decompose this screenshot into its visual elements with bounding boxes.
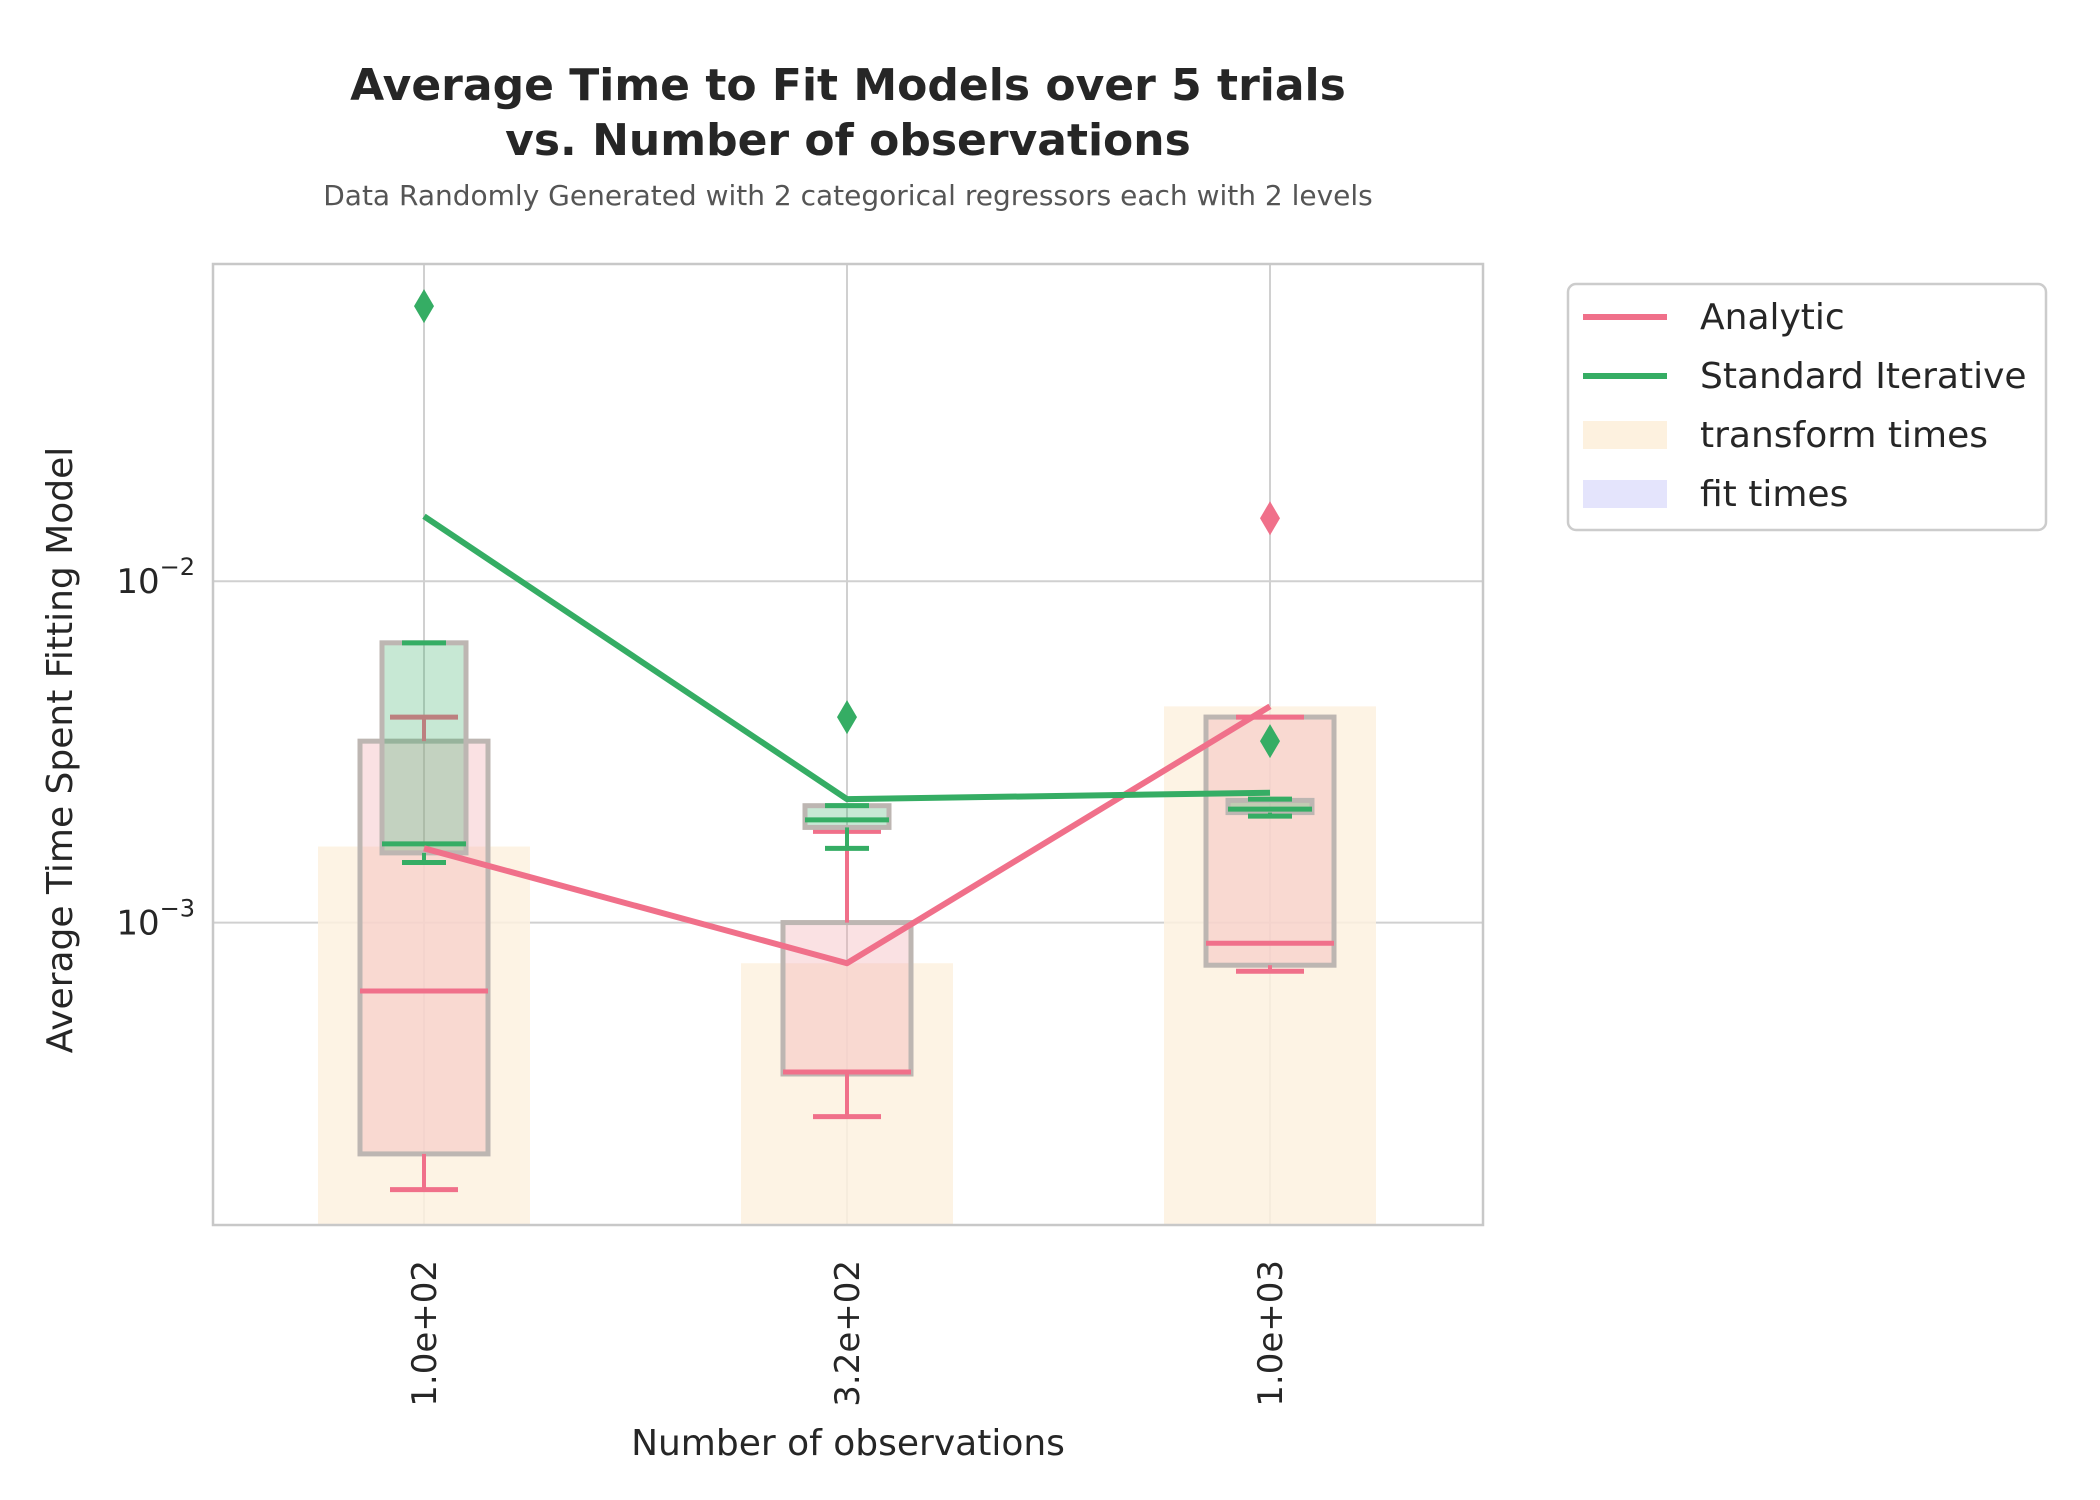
legend-box bbox=[1566, 282, 2048, 532]
legend-label: transform times bbox=[1700, 415, 1988, 456]
analytic-box-group bbox=[780, 828, 914, 1120]
y-axis-label: Average Time Spent Fitting Model bbox=[40, 447, 81, 1054]
plot-border bbox=[211, 262, 1485, 1227]
iterative-flier bbox=[837, 700, 857, 735]
iterative-box-group bbox=[379, 289, 469, 865]
y-tick-labels: 10−2 10−3 bbox=[116, 553, 195, 943]
legend-patch bbox=[1583, 480, 1667, 508]
series-line-standard-iterative bbox=[422, 513, 1271, 803]
x-tick-label: 3.2e+02 bbox=[828, 1260, 868, 1407]
legend-label: fit times bbox=[1700, 474, 1848, 515]
legend-label: Standard Iterative bbox=[1700, 356, 2027, 397]
plot-frame bbox=[211, 262, 1485, 1227]
legend: Analytic Standard Iterative transform time… bbox=[1566, 282, 2048, 532]
box-plots bbox=[357, 289, 1337, 1193]
x-tick-label: 1.0e+02 bbox=[405, 1260, 445, 1407]
chart-title-line-2: vs. Number of observations bbox=[505, 115, 1191, 166]
chart-title-line-1: Average Time to Fit Models over 5 trials bbox=[350, 60, 1346, 111]
analytic-box-group bbox=[1203, 501, 1337, 974]
analytic-flier bbox=[1260, 501, 1280, 536]
legend-patch bbox=[1583, 421, 1667, 449]
y-tick-label: 10−2 bbox=[116, 553, 195, 602]
iterative-box bbox=[379, 640, 469, 856]
chart-subtitle: Data Randomly Generated with 2 categoric… bbox=[323, 179, 1373, 212]
iterative-flier bbox=[414, 289, 434, 324]
iterative-box-group bbox=[1225, 724, 1315, 819]
series-lines bbox=[422, 513, 1272, 967]
x-tick-labels: 1.0e+02 3.2e+02 1.0e+03 bbox=[405, 1260, 1291, 1407]
iterative-flier bbox=[1260, 724, 1280, 759]
x-axis-label: Number of observations bbox=[631, 1423, 1065, 1464]
y-tick-label: 10−3 bbox=[116, 895, 195, 944]
analytic-box bbox=[780, 920, 914, 1077]
iterative-box bbox=[802, 803, 892, 830]
legend-label: Analytic bbox=[1700, 297, 1845, 338]
x-tick-label: 1.0e+03 bbox=[1251, 1260, 1291, 1407]
iterative-box-group bbox=[802, 700, 892, 851]
